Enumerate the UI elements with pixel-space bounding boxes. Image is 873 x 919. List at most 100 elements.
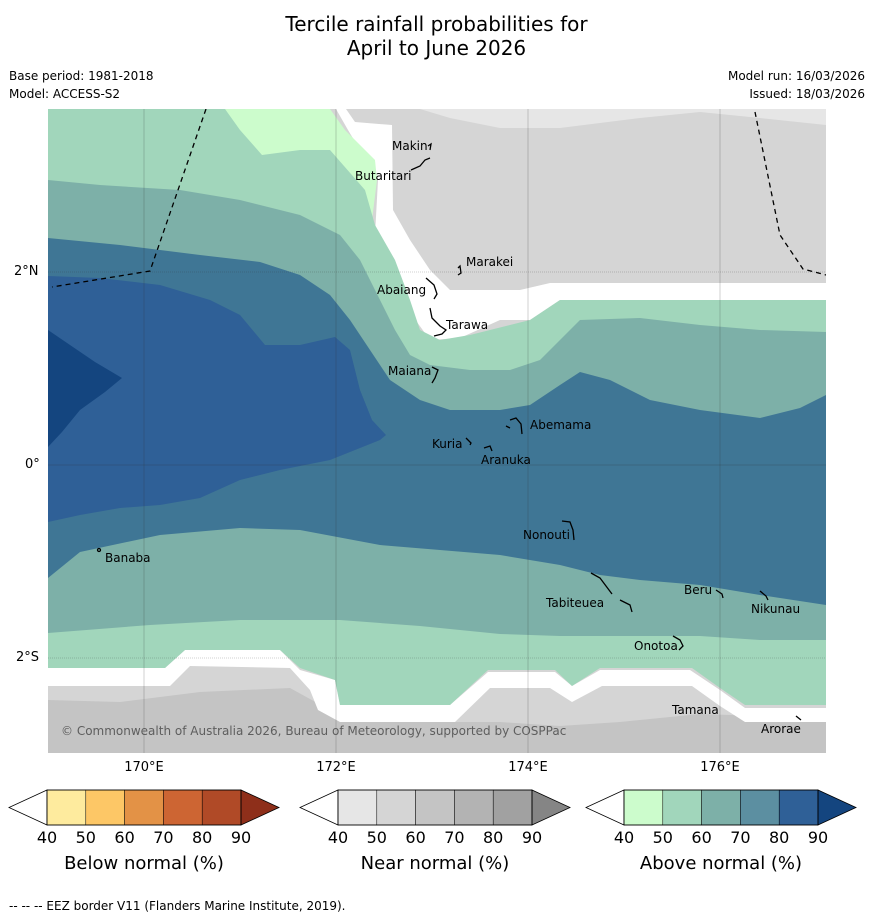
eez-legend-note: -- -- -- EEZ border V11 (Flanders Marine… bbox=[9, 899, 346, 913]
title-line-2: April to June 2026 bbox=[346, 36, 527, 60]
below-normal-colorbar-extend-low bbox=[8, 789, 48, 826]
below-normal-colorbar-segment-1 bbox=[46, 789, 87, 826]
above-normal-colorbar-segment-1 bbox=[623, 789, 664, 826]
above-normal-colorbar-extend-low bbox=[585, 789, 625, 826]
lon-label-174: 174°E bbox=[508, 760, 548, 775]
near-normal-tick-70: 70 bbox=[444, 828, 465, 847]
above-normal-90-region bbox=[48, 330, 122, 447]
above-normal-colorbar-extend-high bbox=[817, 789, 857, 826]
near-normal-colorbar-segment-2 bbox=[376, 789, 416, 826]
below-normal-colorbar-segment-2 bbox=[85, 789, 125, 826]
island-shape-abemama bbox=[505, 417, 523, 435]
island-label-banaba: Banaba bbox=[105, 551, 151, 565]
above-normal-colorbar-outline bbox=[623, 789, 819, 826]
below-normal-tick-60: 60 bbox=[114, 828, 135, 847]
below-normal-tick-40: 40 bbox=[36, 828, 58, 847]
below-normal-tick-50: 50 bbox=[75, 828, 96, 847]
model-run: Model run: 16/03/2026 bbox=[727, 69, 865, 83]
island-shape-butaritari bbox=[410, 157, 431, 171]
below-normal-colorbar-outline bbox=[46, 789, 242, 826]
island-label-aranuka: Aranuka bbox=[481, 453, 531, 467]
above-normal-colorbar-segment-4 bbox=[740, 789, 780, 826]
island-label-tamana: Tamana bbox=[672, 703, 719, 717]
no-signal-band-south bbox=[48, 650, 826, 722]
below-normal-tick-70: 70 bbox=[153, 828, 174, 847]
near-normal-colorbar-segment-4 bbox=[454, 789, 494, 826]
near-normal-colorbar-segment-1 bbox=[337, 789, 378, 826]
island-label-arorae: Arorae bbox=[761, 722, 801, 736]
colorbars bbox=[8, 789, 857, 826]
island-shape-abaiang bbox=[425, 277, 438, 300]
island-shape-aranuka bbox=[483, 445, 493, 452]
island-label-tarawa: Tarawa bbox=[446, 318, 489, 332]
island-shape-marakei bbox=[457, 264, 462, 276]
island-label-abemama: Abemama bbox=[530, 418, 592, 432]
above-normal-tick-60: 60 bbox=[691, 828, 712, 847]
below-normal-tick-90: 90 bbox=[230, 828, 252, 847]
above-normal-tick-80: 80 bbox=[769, 828, 790, 847]
island-label-onotoa: Onotoa bbox=[634, 639, 678, 653]
above-normal-colorbar-segment-3 bbox=[701, 789, 741, 826]
near-normal-tick-60: 60 bbox=[405, 828, 426, 847]
island-shape-tarawa bbox=[429, 307, 448, 337]
chart-title: Tercile rainfall probabilities for April… bbox=[0, 12, 873, 60]
island-shape-nonouti bbox=[561, 520, 575, 541]
island-label-nonouti: Nonouti bbox=[523, 528, 570, 542]
above-normal-colorbar-title: Above normal (%) bbox=[639, 853, 803, 874]
above-normal-tick-50: 50 bbox=[652, 828, 673, 847]
near-normal-colorbar-extend-low bbox=[299, 789, 339, 826]
eez-border-west bbox=[51, 109, 207, 288]
model-name: Model: ACCESS-S2 bbox=[9, 87, 121, 101]
island-shape-makin bbox=[427, 142, 432, 151]
title-line-1: Tercile rainfall probabilities for bbox=[285, 12, 588, 36]
island-label-nikunau: Nikunau bbox=[751, 602, 801, 616]
lat-label-2s: 2°S bbox=[16, 650, 40, 665]
lon-label-176: 176°E bbox=[700, 760, 740, 775]
near-normal-tick-50: 50 bbox=[366, 828, 387, 847]
near-normal-tick-40: 40 bbox=[327, 828, 349, 847]
base-period: Base period: 1981-2018 bbox=[9, 69, 154, 83]
near-normal-colorbar-outline bbox=[337, 789, 533, 826]
below-normal-colorbar-segment-4 bbox=[163, 789, 203, 826]
island-label-makin: Makin bbox=[392, 139, 428, 153]
near-normal-colorbar-extend-high bbox=[531, 789, 571, 826]
above-normal-tick-40: 40 bbox=[613, 828, 635, 847]
island-shape-arorae bbox=[795, 715, 802, 721]
copyright-notice: © Commonwealth of Australia 2026, Bureau… bbox=[61, 724, 567, 738]
below-normal-colorbar-segment-3 bbox=[124, 789, 164, 826]
lon-label-170: 170°E bbox=[124, 760, 164, 775]
below-normal-tick-80: 80 bbox=[192, 828, 213, 847]
island-label-beru: Beru bbox=[684, 583, 713, 597]
above-normal-80-region bbox=[48, 276, 386, 522]
island-shape-nikunau bbox=[759, 590, 769, 601]
near-normal-tick-80: 80 bbox=[483, 828, 504, 847]
eez-borders bbox=[51, 109, 826, 288]
no-signal-band-north bbox=[336, 109, 826, 340]
near-normal-colorbar-segment-5 bbox=[492, 789, 533, 826]
island-shape-tabiteuea bbox=[590, 572, 633, 613]
meta-right: Model run: 16/03/2026 Issued: 18/03/2026 bbox=[728, 67, 865, 103]
probability-map bbox=[48, 109, 826, 753]
island-shape-maiana bbox=[431, 366, 439, 384]
island-label-tabiteuea: Tabiteuea bbox=[546, 596, 605, 610]
near-normal-tick-90: 90 bbox=[521, 828, 543, 847]
near-normal-40-region-top bbox=[420, 109, 826, 128]
above-normal-tick-90: 90 bbox=[807, 828, 829, 847]
island-label-marakei: Marakei bbox=[466, 255, 514, 269]
island-label-butaritari: Butaritari bbox=[355, 169, 412, 183]
near-normal-60-region-bottom bbox=[48, 688, 826, 753]
island-shape-kuria bbox=[465, 437, 472, 446]
island-label-kuria: Kuria bbox=[432, 437, 463, 451]
eez-border-east bbox=[754, 111, 826, 276]
lat-label-2n: 2°N bbox=[14, 264, 39, 279]
island-label-abaiang: Abaiang bbox=[377, 283, 427, 297]
island-shape-banaba bbox=[96, 547, 102, 553]
island-shape-onotoa bbox=[672, 635, 684, 651]
island-label-maiana: Maiana bbox=[388, 364, 432, 378]
lat-label-0: 0° bbox=[25, 457, 40, 472]
near-normal-colorbar-segment-3 bbox=[415, 789, 455, 826]
island-shape-beru bbox=[715, 589, 724, 599]
lon-label-172: 172°E bbox=[316, 760, 356, 775]
above-normal-colorbar-segment-5 bbox=[778, 789, 819, 826]
